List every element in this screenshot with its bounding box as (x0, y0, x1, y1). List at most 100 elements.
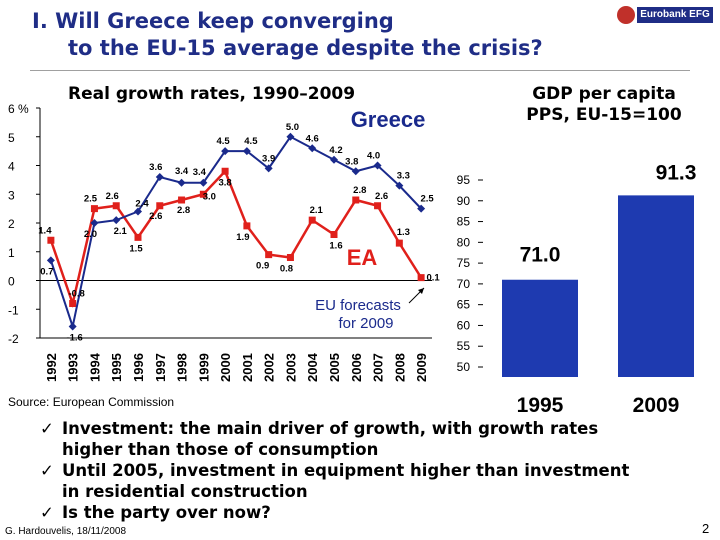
greece-data-point (221, 147, 230, 156)
greece-data-point (46, 256, 55, 265)
ea-data-label: 3.8 (219, 177, 232, 188)
y-tick-label: 1 (8, 246, 15, 260)
greece-data-label: 0.7 (40, 266, 53, 277)
ea-data-label: 2.6 (375, 191, 388, 202)
y-tick-label: 5 (8, 131, 15, 145)
greece-data-label: 2.1 (114, 226, 128, 237)
title-line-1: I. Will Greece keep converging (32, 9, 394, 33)
ea-data-label: 1.9 (236, 232, 249, 243)
ea-data-point (330, 231, 338, 238)
x-tick-label: 2004 (305, 352, 320, 382)
greece-data-point (177, 178, 186, 187)
ea-data-point (112, 202, 120, 210)
greece-data-point (134, 207, 142, 216)
greece-data-point (330, 155, 338, 164)
ea-data-label: 2.6 (106, 191, 119, 202)
source-note: Source: European Commission (8, 395, 175, 409)
greece-series-line (49, 135, 422, 331)
greece-data-label: 2.5 (421, 194, 435, 205)
checkmark-icon: ✓ (40, 419, 54, 438)
x-tick-label: 1998 (175, 353, 190, 382)
forecast-annotation-line-1: EU forecasts (315, 297, 401, 314)
x-tick-label: 1996 (131, 353, 146, 382)
greece-data-point (286, 132, 295, 141)
y-tick-label: -1 (8, 303, 19, 317)
greece-data-label: 3.4 (175, 166, 189, 177)
greece-data-point (90, 219, 99, 227)
page-number: 2 (702, 521, 710, 536)
bar-value-label: 71.0 (520, 244, 561, 267)
bar-category-label: 2009 (633, 394, 680, 417)
x-tick-label: 2007 (371, 353, 386, 382)
y-tick-label: 3 (8, 188, 15, 202)
ea-data-point (90, 205, 98, 213)
bar-1995 (502, 279, 578, 377)
x-tick-label: 2000 (218, 353, 233, 382)
bullet-text: Investment: the main driver of growth, w… (62, 419, 599, 438)
eurobank-logo: Eurobank EFG (617, 5, 713, 25)
bar-category-label: 1995 (517, 394, 564, 417)
greece-data-point (395, 181, 404, 190)
greece-data-label: 3.6 (149, 162, 162, 173)
checkmark-icon: ✓ (40, 503, 54, 522)
title-divider (30, 70, 690, 71)
bar-y-tick-label: 50 (457, 360, 471, 374)
ea-data-label: 2.6 (149, 211, 162, 222)
greece-data-label: 4.5 (244, 136, 258, 147)
greece-data-point (242, 147, 251, 156)
ea-data-label: 2.8 (353, 185, 366, 196)
ea-data-label: 1.5 (129, 243, 143, 254)
bar-value-label: 91.3 (656, 161, 697, 184)
checkmark-icon: ✓ (40, 461, 54, 480)
footer-author-date: G. Hardouvelis, 18/11/2008 (5, 526, 127, 537)
line-chart-subtitle: Real growth rates, 1990–2009 (68, 84, 356, 104)
bar-subtitle-line-1: GDP per capita (532, 84, 676, 104)
bullet-item: ✓ Is the party over now? (40, 502, 710, 523)
bar-y-tick-label: 85 (457, 215, 471, 229)
greece-data-point (351, 167, 360, 176)
x-tick-label: 1994 (87, 352, 102, 382)
y-tick-label: 4 (8, 160, 15, 174)
x-tick-label: 2001 (240, 353, 255, 382)
greece-data-label: -1.6 (66, 333, 82, 344)
bar-chart-subtitle: GDP per capita PPS, EU-15=100 (514, 84, 694, 126)
y-tick-label: -2 (8, 332, 19, 346)
greece-data-label: 4.0 (367, 151, 380, 162)
title-line-2: to the EU-15 average despite the crisis? (68, 36, 543, 60)
greece-data-point (112, 216, 121, 225)
ea-data-point (265, 251, 273, 259)
y-tick-label: 6 % (8, 102, 29, 116)
greece-data-label: 4.2 (329, 145, 342, 156)
ea-data-label: 1.3 (397, 227, 410, 238)
ea-data-point (395, 239, 403, 247)
greece-data-label: 5.0 (286, 122, 299, 133)
ea-data-point (134, 233, 142, 241)
x-tick-label: 1997 (153, 353, 168, 382)
greece-data-label: 3.8 (345, 156, 358, 167)
bullet-text: Is the party over now? (62, 503, 271, 522)
ea-data-point (352, 196, 360, 204)
ea-data-point (47, 236, 55, 244)
ea-data-point (199, 190, 207, 198)
ea-data-point (374, 202, 382, 210)
bar-y-tick-label: 75 (457, 256, 471, 270)
ea-data-point (178, 196, 186, 204)
greece-data-point (68, 322, 77, 331)
ea-data-label: 2.5 (84, 194, 98, 205)
bar-y-tick-label: 55 (457, 339, 471, 353)
ea-series-line (49, 168, 423, 309)
ea-data-label: 2.1 (310, 205, 324, 216)
forecast-annotation-line-2: for 2009 (338, 315, 393, 332)
forecast-arrowhead-icon (418, 288, 424, 294)
bullet-list: ✓ Investment: the main driver of growth,… (40, 418, 710, 523)
greece-data-label: 3.9 (262, 153, 275, 164)
greece-data-label: 3.4 (193, 167, 207, 178)
x-tick-label: 1999 (196, 353, 211, 382)
bullet-item: ✓ Until 2005, investment in equipment hi… (40, 460, 710, 502)
bar-y-tick-label: 80 (457, 235, 471, 249)
greece-data-point (417, 204, 426, 213)
greece-data-label: 4.6 (306, 133, 319, 144)
ea-data-label: -0.8 (68, 289, 84, 300)
ea-data-point (243, 222, 251, 230)
x-tick-label: 2003 (283, 353, 298, 382)
